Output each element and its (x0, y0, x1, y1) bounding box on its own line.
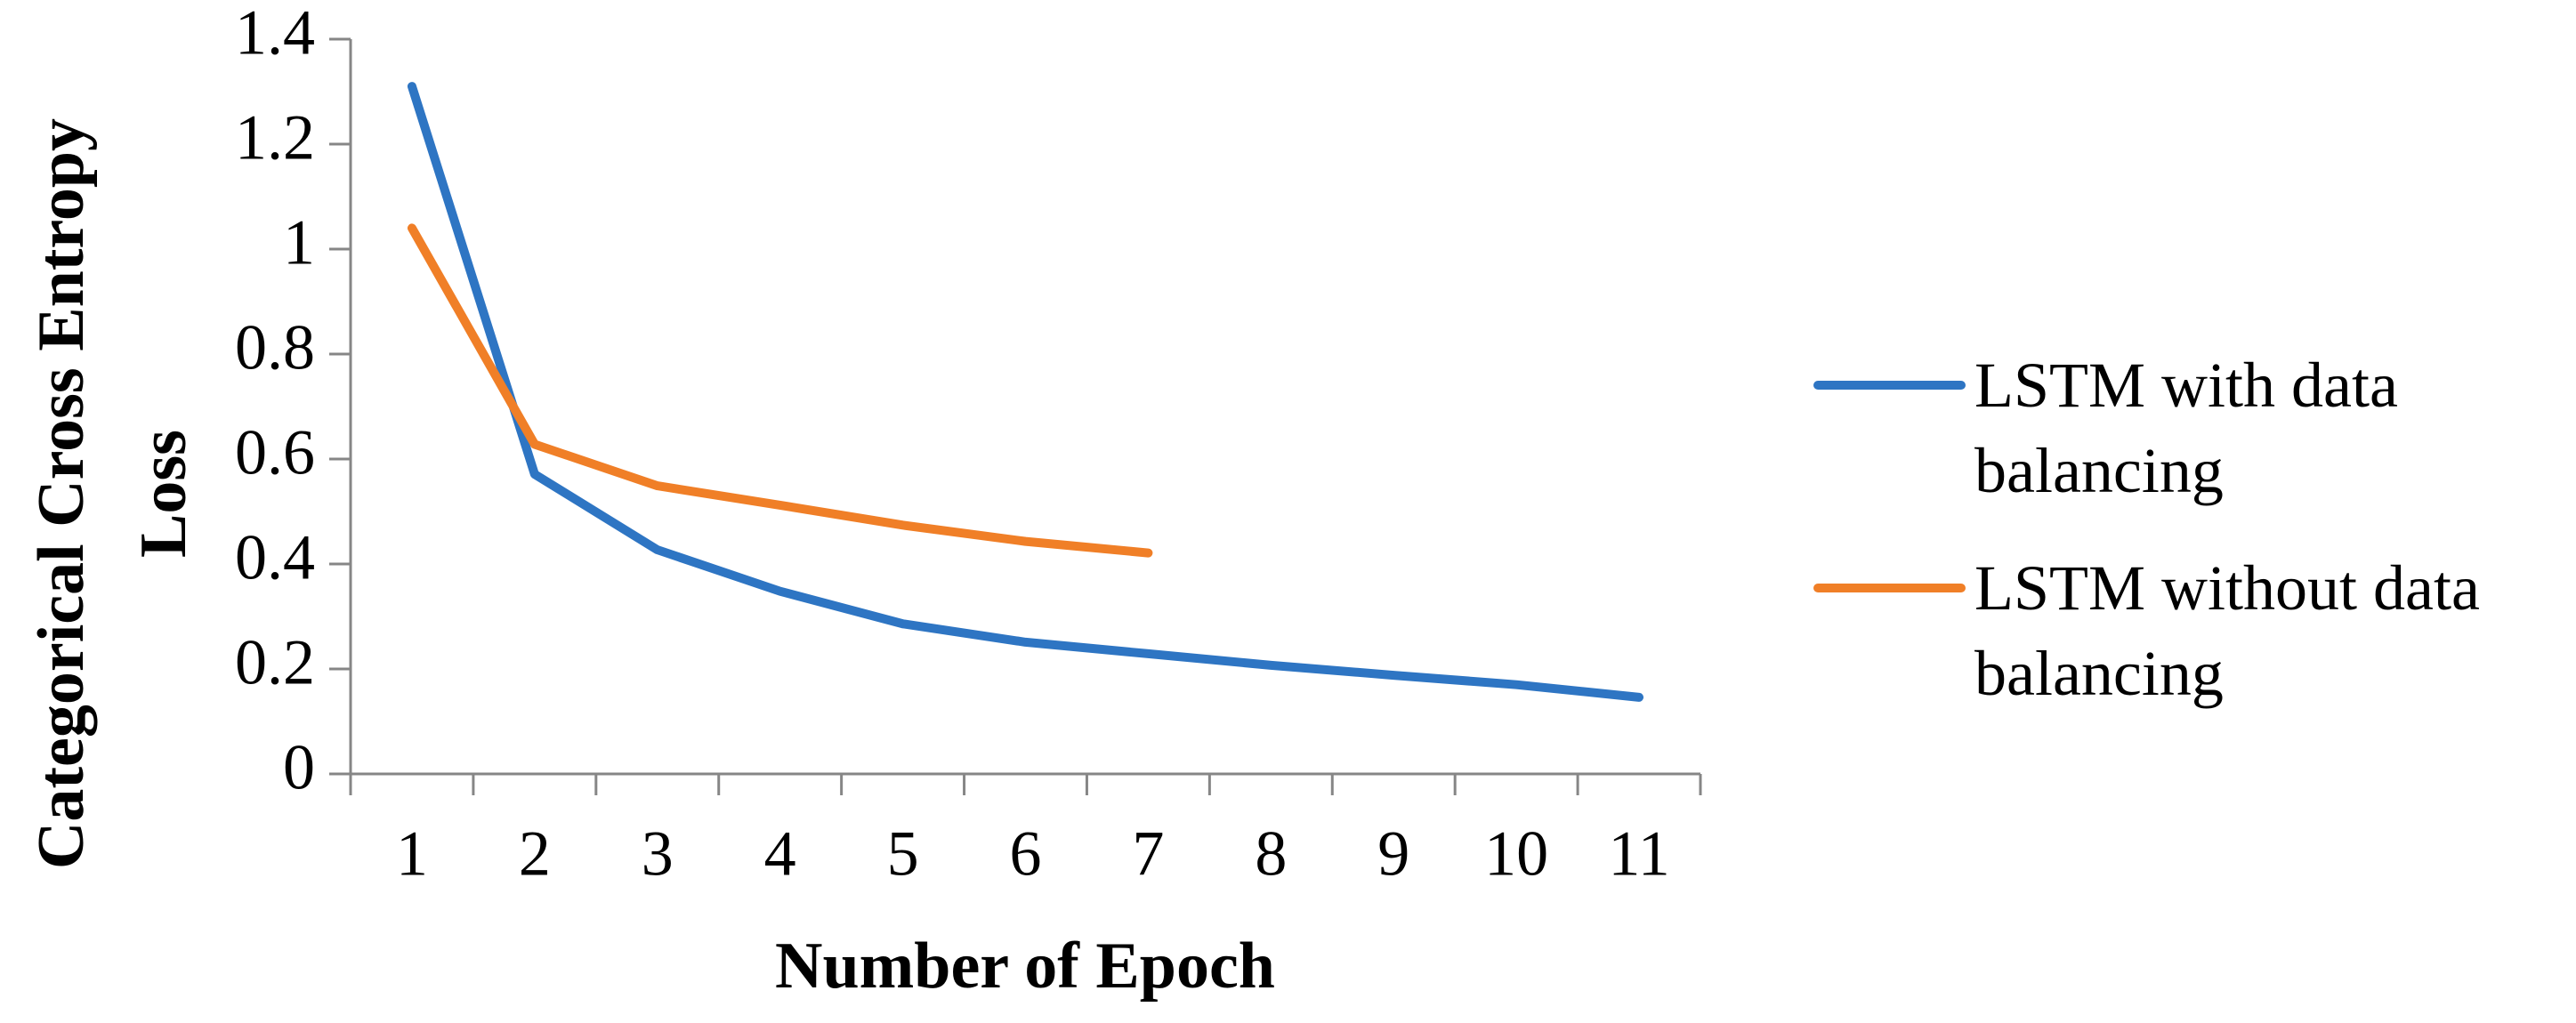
y-tick-label: 1.4 (235, 0, 315, 68)
x-tick-label: 4 (764, 818, 796, 890)
y-tick-label: 0.2 (235, 627, 315, 698)
y-axis-title: Categorical Cross Entropy Loss (25, 117, 200, 870)
x-tick-label: 6 (1010, 818, 1042, 890)
x-tick-label: 2 (519, 818, 551, 890)
y-tick-label: 1.2 (235, 102, 315, 173)
y-tick-label: 1 (283, 207, 315, 278)
y-tick-label: 0.8 (235, 312, 315, 383)
y-tick-label: 0.6 (235, 417, 315, 488)
legend-label: LSTM with data balancing (1974, 350, 2398, 506)
x-tick-label: 3 (642, 818, 674, 890)
x-tick-label: 8 (1255, 818, 1287, 890)
series-line (407, 223, 1153, 558)
y-tick-label: 0.4 (235, 522, 315, 593)
legend-label: LSTM without data balancing (1974, 552, 2480, 709)
x-tick-label: 11 (1608, 818, 1669, 890)
x-tick-label: 10 (1484, 818, 1548, 890)
x-tick-label: 9 (1377, 818, 1409, 890)
y-tick-label: 0 (283, 732, 315, 803)
x-tick-label: 5 (887, 818, 919, 890)
x-tick-label: 7 (1132, 818, 1164, 890)
x-tick-label: 1 (396, 818, 428, 890)
x-axis-title: Number of Epoch (775, 930, 1275, 1003)
series-line (407, 82, 1644, 702)
